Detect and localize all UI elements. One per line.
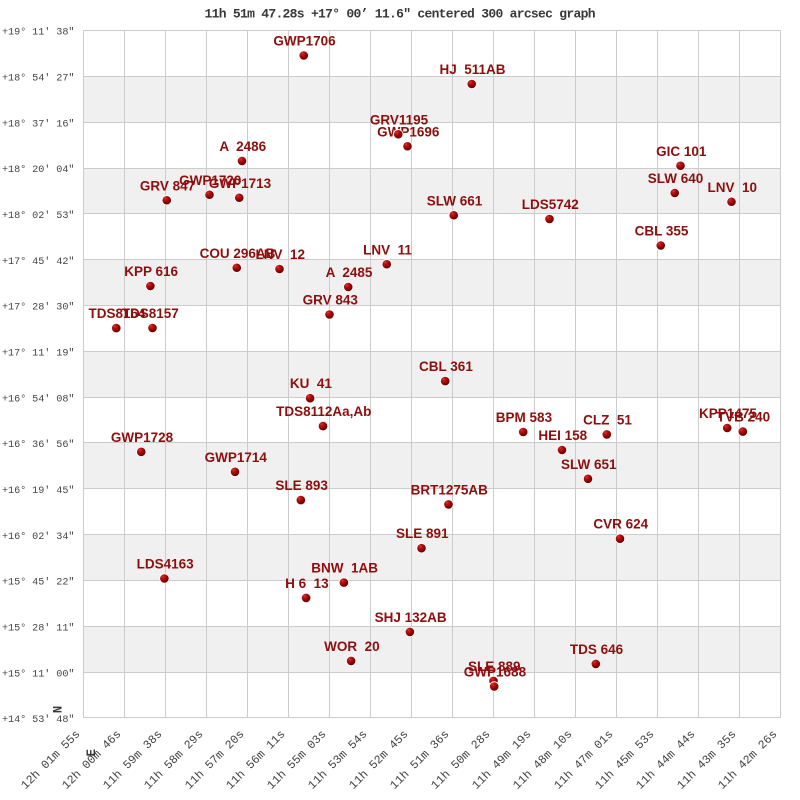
svg-text:KPP 616: KPP 616 xyxy=(124,264,178,279)
svg-text:+16° 54' 08": +16° 54' 08" xyxy=(2,393,75,405)
svg-text:CVR 624: CVR 624 xyxy=(593,517,648,532)
svg-text:LDS4163: LDS4163 xyxy=(137,557,195,572)
svg-text:BRT1275AB: BRT1275AB xyxy=(411,482,489,497)
svg-text:+16° 19' 45": +16° 19' 45" xyxy=(2,485,75,497)
svg-text:GWP1714: GWP1714 xyxy=(205,450,268,465)
svg-text:GRV 847: GRV 847 xyxy=(140,178,195,193)
svg-text:CBL 361: CBL 361 xyxy=(419,359,473,374)
svg-text:GWP1728: GWP1728 xyxy=(111,430,174,445)
svg-text:LDS5742: LDS5742 xyxy=(522,197,579,212)
svg-text:SLW 640: SLW 640 xyxy=(648,171,704,186)
svg-text:A 2486: A 2486 xyxy=(219,139,266,154)
svg-text:+18° 54' 27": +18° 54' 27" xyxy=(2,72,75,84)
svg-text:+19° 11' 38": +19° 11' 38" xyxy=(2,27,75,39)
svg-text:+15° 28' 11": +15° 28' 11" xyxy=(2,622,75,634)
svg-text:TDS8164: TDS8164 xyxy=(88,306,146,321)
svg-text:SHJ 132AB: SHJ 132AB xyxy=(375,610,447,625)
svg-text:SLW 661: SLW 661 xyxy=(427,193,483,208)
svg-text:HEI 158: HEI 158 xyxy=(538,428,587,443)
svg-text:+14° 53' 48": +14° 53' 48" xyxy=(2,714,75,726)
svg-text:GWP1706: GWP1706 xyxy=(273,34,336,49)
svg-text:+18° 37' 16": +18° 37' 16" xyxy=(2,118,75,130)
svg-text:H 6 13: H 6 13 xyxy=(285,576,329,591)
svg-text:GWP1720: GWP1720 xyxy=(179,173,241,188)
svg-text:HJ 511AB: HJ 511AB xyxy=(439,62,505,77)
svg-text:KU 41: KU 41 xyxy=(290,376,333,391)
svg-text:SLE 891: SLE 891 xyxy=(396,526,449,541)
svg-text:+15° 11' 00": +15° 11' 00" xyxy=(2,668,75,680)
svg-text:LNV 12: LNV 12 xyxy=(255,247,305,262)
svg-text:+16° 02' 34": +16° 02' 34" xyxy=(2,531,75,543)
svg-text:+18° 20' 04": +18° 20' 04" xyxy=(2,164,75,176)
svg-text:GRV 843: GRV 843 xyxy=(303,293,359,308)
svg-text:LNV 10: LNV 10 xyxy=(707,180,757,195)
svg-text:+16° 36' 56": +16° 36' 56" xyxy=(2,439,75,451)
svg-text:GWP1713: GWP1713 xyxy=(209,176,272,191)
svg-text:GWP1688: GWP1688 xyxy=(464,665,527,680)
svg-text:+18° 02' 53": +18° 02' 53" xyxy=(2,210,75,222)
svg-text:TDS 646: TDS 646 xyxy=(570,642,624,657)
svg-text:WOR 20: WOR 20 xyxy=(324,639,380,654)
svg-text:BPM 583: BPM 583 xyxy=(496,410,553,425)
svg-text:11h 51m 47.28s +17° 00’ 11.6": 11h 51m 47.28s +17° 00’ 11.6" centered 3… xyxy=(205,7,596,22)
svg-text:GRV1195: GRV1195 xyxy=(370,112,429,127)
svg-text:CLZ 51: CLZ 51 xyxy=(583,412,632,427)
svg-text:A 2485: A 2485 xyxy=(326,265,373,280)
svg-text:+17° 28' 30": +17° 28' 30" xyxy=(2,302,75,314)
svg-text:CBL 355: CBL 355 xyxy=(635,224,689,239)
svg-text:TVB 240: TVB 240 xyxy=(717,410,770,425)
svg-text:GIC 101: GIC 101 xyxy=(656,144,707,159)
svg-text:E: E xyxy=(85,749,99,757)
svg-text:SLW 651: SLW 651 xyxy=(561,457,617,472)
svg-text:LNV 11: LNV 11 xyxy=(363,242,412,257)
svg-text:TDS8112Aa,Ab: TDS8112Aa,Ab xyxy=(276,404,371,419)
svg-text:BNW 1AB: BNW 1AB xyxy=(311,561,378,576)
svg-text:+17° 11' 19": +17° 11' 19" xyxy=(2,347,75,359)
svg-text:COU 296AB: COU 296AB xyxy=(200,246,276,261)
svg-text:+17° 45' 42": +17° 45' 42" xyxy=(2,256,75,268)
svg-text:TDS8157: TDS8157 xyxy=(122,306,179,321)
svg-text:SLE 889: SLE 889 xyxy=(468,659,521,674)
svg-text:KPP1475: KPP1475 xyxy=(699,406,757,421)
svg-text:+15° 45' 22": +15° 45' 22" xyxy=(2,577,75,589)
svg-text:SLE 893: SLE 893 xyxy=(275,478,328,493)
svg-text:GWP1696: GWP1696 xyxy=(377,124,440,139)
svg-text:N: N xyxy=(51,706,65,714)
